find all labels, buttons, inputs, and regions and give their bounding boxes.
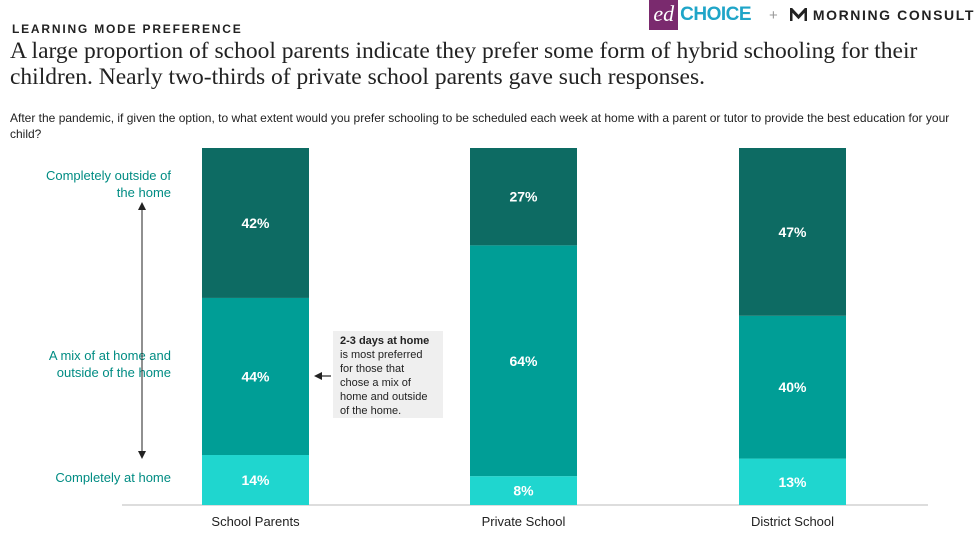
- callout-text: is most preferred for those that chose a…: [340, 349, 428, 417]
- data-label-outside-1: 27%: [509, 189, 538, 205]
- morning-consult-logo: MORNING CONSULT: [789, 7, 975, 23]
- axis-label-mix-0: A mix of at home and: [49, 348, 171, 363]
- bar-home-0: [202, 455, 309, 505]
- survey-question: After the pandemic, if given the option,…: [10, 111, 950, 141]
- morning-consult-text: MORNING CONSULT: [812, 7, 975, 23]
- data-label-mix-2: 40%: [778, 379, 807, 395]
- bar-outside-1: [470, 148, 577, 246]
- logo-area: ed CHOICE + MORNING CONSULT: [649, 0, 975, 30]
- bar-home-2: [739, 458, 846, 505]
- kicker-label: LEARNING MODE PREFERENCE: [12, 22, 243, 36]
- data-label-outside-0: 42%: [241, 215, 270, 231]
- data-label-mix-1: 64%: [509, 353, 538, 369]
- axis-arrow-down-icon: [138, 451, 146, 459]
- bar-outside-2: [739, 148, 846, 316]
- edchoice-logo: ed CHOICE: [649, 0, 752, 30]
- data-label-home-2: 13%: [778, 474, 807, 490]
- axis-label-home-0: Completely at home: [55, 470, 171, 485]
- data-label-outside-2: 47%: [778, 224, 807, 240]
- data-label-home-1: 8%: [513, 483, 534, 499]
- plus-sign: +: [769, 6, 778, 24]
- callout-arrow-icon: [314, 372, 322, 380]
- bar-mix-0: [202, 297, 309, 456]
- axis-label-outside-1: the home: [117, 185, 171, 200]
- callout-bold-text: 2-3 days at home: [340, 335, 430, 347]
- data-label-mix-0: 44%: [241, 368, 270, 384]
- morning-consult-icon: [789, 8, 807, 21]
- bar-outside-0: [202, 148, 309, 298]
- data-label-home-0: 14%: [241, 472, 270, 488]
- bar-home-1: [470, 476, 577, 505]
- axis-arrow-up-icon: [138, 202, 146, 210]
- axis-label-outside-0: Completely outside of: [46, 168, 171, 183]
- bar-mix-2: [739, 315, 846, 459]
- x-tick-label-0: School Parents: [211, 514, 300, 529]
- x-tick-label-1: Private School: [482, 514, 566, 529]
- edchoice-choice-text: CHOICE: [680, 4, 752, 25]
- x-tick-label-2: District School: [751, 514, 834, 529]
- callout-box: 2-3 days at home is most preferred for t…: [333, 331, 443, 418]
- headline: A large proportion of school parents ind…: [10, 38, 918, 90]
- edchoice-ed-mark: ed: [649, 0, 679, 30]
- axis-label-mix-1: outside of the home: [57, 365, 171, 380]
- bar-mix-1: [470, 245, 577, 477]
